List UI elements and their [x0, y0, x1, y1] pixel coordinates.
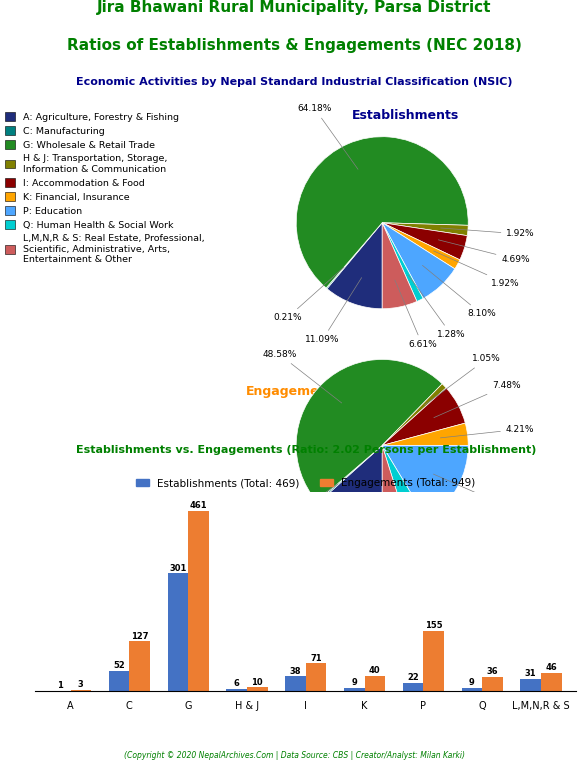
Wedge shape [382, 445, 468, 519]
Text: 9: 9 [469, 678, 475, 687]
Legend: A: Agriculture, Forestry & Fishing, C: Manufacturing, G: Wholesale & Retail Trad: A: Agriculture, Forestry & Fishing, C: M… [5, 112, 204, 264]
Wedge shape [382, 388, 465, 445]
Bar [403, 683, 423, 691]
Text: 1.05%: 1.05% [425, 355, 501, 405]
Text: 16.33%: 16.33% [433, 474, 525, 511]
Text: 46: 46 [546, 664, 557, 673]
Text: 1: 1 [58, 681, 63, 690]
Bar [365, 676, 385, 691]
Bar [306, 664, 326, 691]
Text: 4.21%: 4.21% [440, 425, 534, 438]
Wedge shape [296, 359, 442, 502]
Text: 461: 461 [190, 501, 207, 510]
Bar [344, 687, 365, 691]
Text: 0.21%: 0.21% [273, 267, 344, 323]
Text: 127: 127 [131, 632, 148, 641]
Text: 36: 36 [487, 667, 498, 677]
Text: 8.10%: 8.10% [422, 266, 496, 319]
Bar [423, 631, 444, 691]
Bar [226, 689, 247, 691]
Bar [168, 574, 188, 691]
Text: 3: 3 [78, 680, 83, 689]
Wedge shape [382, 223, 417, 309]
Text: 11.09%: 11.09% [305, 277, 362, 345]
Bar [520, 679, 541, 691]
Wedge shape [382, 223, 467, 260]
Wedge shape [382, 223, 423, 301]
Text: 6: 6 [234, 679, 239, 688]
Text: 6.61%: 6.61% [395, 280, 437, 349]
Text: Economic Activities by Nepal Standard Industrial Classification (NSIC): Economic Activities by Nepal Standard In… [76, 78, 512, 88]
Wedge shape [296, 137, 468, 288]
Text: 10: 10 [252, 677, 263, 687]
Legend: Establishments (Total: 469), Engagements (Total: 949): Establishments (Total: 469), Engagements… [132, 474, 479, 492]
Text: 3.79%: 3.79% [407, 498, 462, 564]
Text: 1.92%: 1.92% [440, 228, 535, 239]
Bar [109, 670, 129, 691]
Bar [482, 677, 503, 691]
Wedge shape [382, 423, 468, 445]
Text: 38: 38 [290, 667, 301, 676]
Text: Engagements: Engagements [246, 386, 342, 398]
Text: 9: 9 [352, 678, 357, 687]
Bar [129, 641, 150, 691]
Text: 48.58%: 48.58% [262, 350, 342, 403]
Text: 155: 155 [425, 621, 442, 630]
Text: 4.69%: 4.69% [438, 240, 530, 264]
Text: 4.85%: 4.85% [392, 503, 430, 573]
Bar [462, 687, 482, 691]
Text: 64.18%: 64.18% [298, 104, 358, 169]
Text: 40: 40 [369, 666, 380, 675]
Text: 31: 31 [525, 669, 536, 678]
Wedge shape [382, 223, 455, 299]
Text: 52: 52 [113, 661, 125, 670]
Bar [541, 674, 562, 691]
Text: 7.48%: 7.48% [434, 382, 520, 418]
Text: Ratios of Establishments & Engagements (NEC 2018): Ratios of Establishments & Engagements (… [66, 38, 522, 53]
Bar [285, 677, 306, 691]
Text: 0.32%: 0.32% [260, 484, 338, 532]
Wedge shape [317, 445, 382, 503]
Text: (Copyright © 2020 NepalArchives.Com | Data Source: CBS | Creator/Analyst: Milan : (Copyright © 2020 NepalArchives.Com | Da… [123, 751, 465, 760]
Wedge shape [382, 223, 460, 269]
Text: 1.92%: 1.92% [433, 251, 520, 288]
Wedge shape [318, 445, 382, 531]
Wedge shape [382, 445, 408, 531]
Text: 13.38%: 13.38% [297, 498, 358, 564]
Bar [188, 511, 209, 691]
Text: 1.28%: 1.28% [409, 275, 466, 339]
Text: Jira Bhawani Rural Municipality, Parsa District: Jira Bhawani Rural Municipality, Parsa D… [97, 0, 491, 15]
Wedge shape [382, 384, 446, 445]
Text: 71: 71 [310, 654, 322, 663]
Wedge shape [382, 223, 468, 236]
Wedge shape [326, 223, 382, 289]
Text: 22: 22 [407, 673, 419, 682]
Text: Establishments vs. Engagements (Ratio: 2.02 Persons per Establishment): Establishments vs. Engagements (Ratio: 2… [76, 445, 536, 455]
Bar [247, 687, 268, 691]
Text: 301: 301 [169, 564, 186, 573]
Wedge shape [327, 223, 382, 309]
Wedge shape [382, 445, 427, 528]
Bar [71, 690, 91, 691]
Text: Establishments: Establishments [352, 109, 459, 121]
